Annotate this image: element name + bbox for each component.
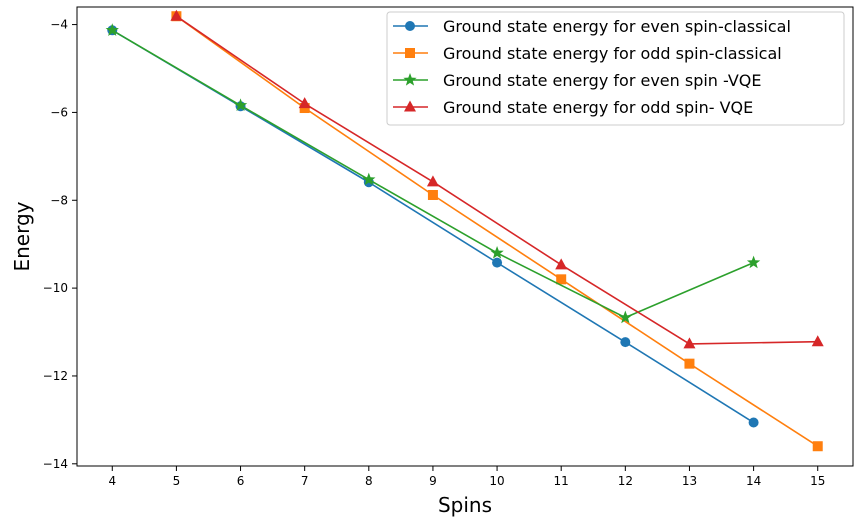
data-point [492,257,503,268]
axis-ticks: 4 5 6 7 8 9 10 11 12 13 14 15 −4 −6 −8 −10 −12 −14 [43,18,826,488]
x-tick-label: 13 [682,474,697,488]
x-tick-label: 6 [237,474,245,488]
legend: Ground state energy for even spin-classi… [386,11,845,126]
legend-marker [405,21,415,31]
data-point [170,9,183,21]
y-tick-label: −14 [43,457,68,471]
data-point [298,97,311,109]
data-point [746,255,761,269]
x-tick-label: 10 [489,474,504,488]
data-point [490,245,504,259]
legend-marker [403,73,417,86]
legend-label: Ground state energy for even spin-classi… [443,17,791,36]
x-axis-label: Spins [438,493,492,517]
data-point [811,335,824,347]
plot-area-border [76,6,854,467]
data-point [618,310,632,324]
y-tick-label: −10 [43,281,68,295]
x-tick-label: 4 [108,474,116,488]
data-point [748,417,759,428]
y-tick-label: −4 [50,18,68,32]
data-point [427,189,438,200]
data-point [233,98,248,112]
legend-label: Ground state energy for odd spin- VQE [443,98,753,117]
legend-marker [405,48,415,58]
y-tick-label: −6 [50,105,68,119]
series-4 [170,9,824,349]
series-layer [105,9,824,452]
data-point [620,337,631,348]
data-point [556,274,567,285]
plot-frame [76,6,854,467]
data-point [426,175,439,187]
data-point [812,441,823,452]
series-line [175,15,819,447]
y-tick-label: −8 [50,193,68,207]
y-tick-label: −12 [43,369,68,383]
series-3 [105,23,761,324]
data-point [362,172,376,186]
x-tick-label: 7 [301,474,309,488]
x-tick-label: 12 [618,474,633,488]
x-tick-label: 5 [173,474,181,488]
legend-label: Ground state energy for odd spin-classic… [443,44,782,63]
series-line [175,15,818,345]
data-point [105,23,119,36]
x-tick-label: 11 [554,474,569,488]
x-tick-label: 14 [746,474,761,488]
x-tick-label: 8 [365,474,373,488]
data-point [684,358,695,369]
series-line [111,29,754,319]
x-tick-label: 9 [429,474,437,488]
x-tick-label: 15 [810,474,825,488]
legend-marker [404,100,416,112]
data-point [683,337,696,349]
legend-item: Ground state energy for even spin-classi… [393,17,791,36]
y-axis-label: Energy [10,201,34,271]
legend-box [386,11,845,126]
legend-item: Ground state energy for odd spin- VQE [393,98,753,117]
data-point [555,258,568,270]
legend-item: Ground state energy for odd spin-classic… [393,44,782,63]
legend-label: Ground state energy for even spin -VQE [443,71,762,90]
legend-item: Ground state energy for even spin -VQE [393,71,762,90]
